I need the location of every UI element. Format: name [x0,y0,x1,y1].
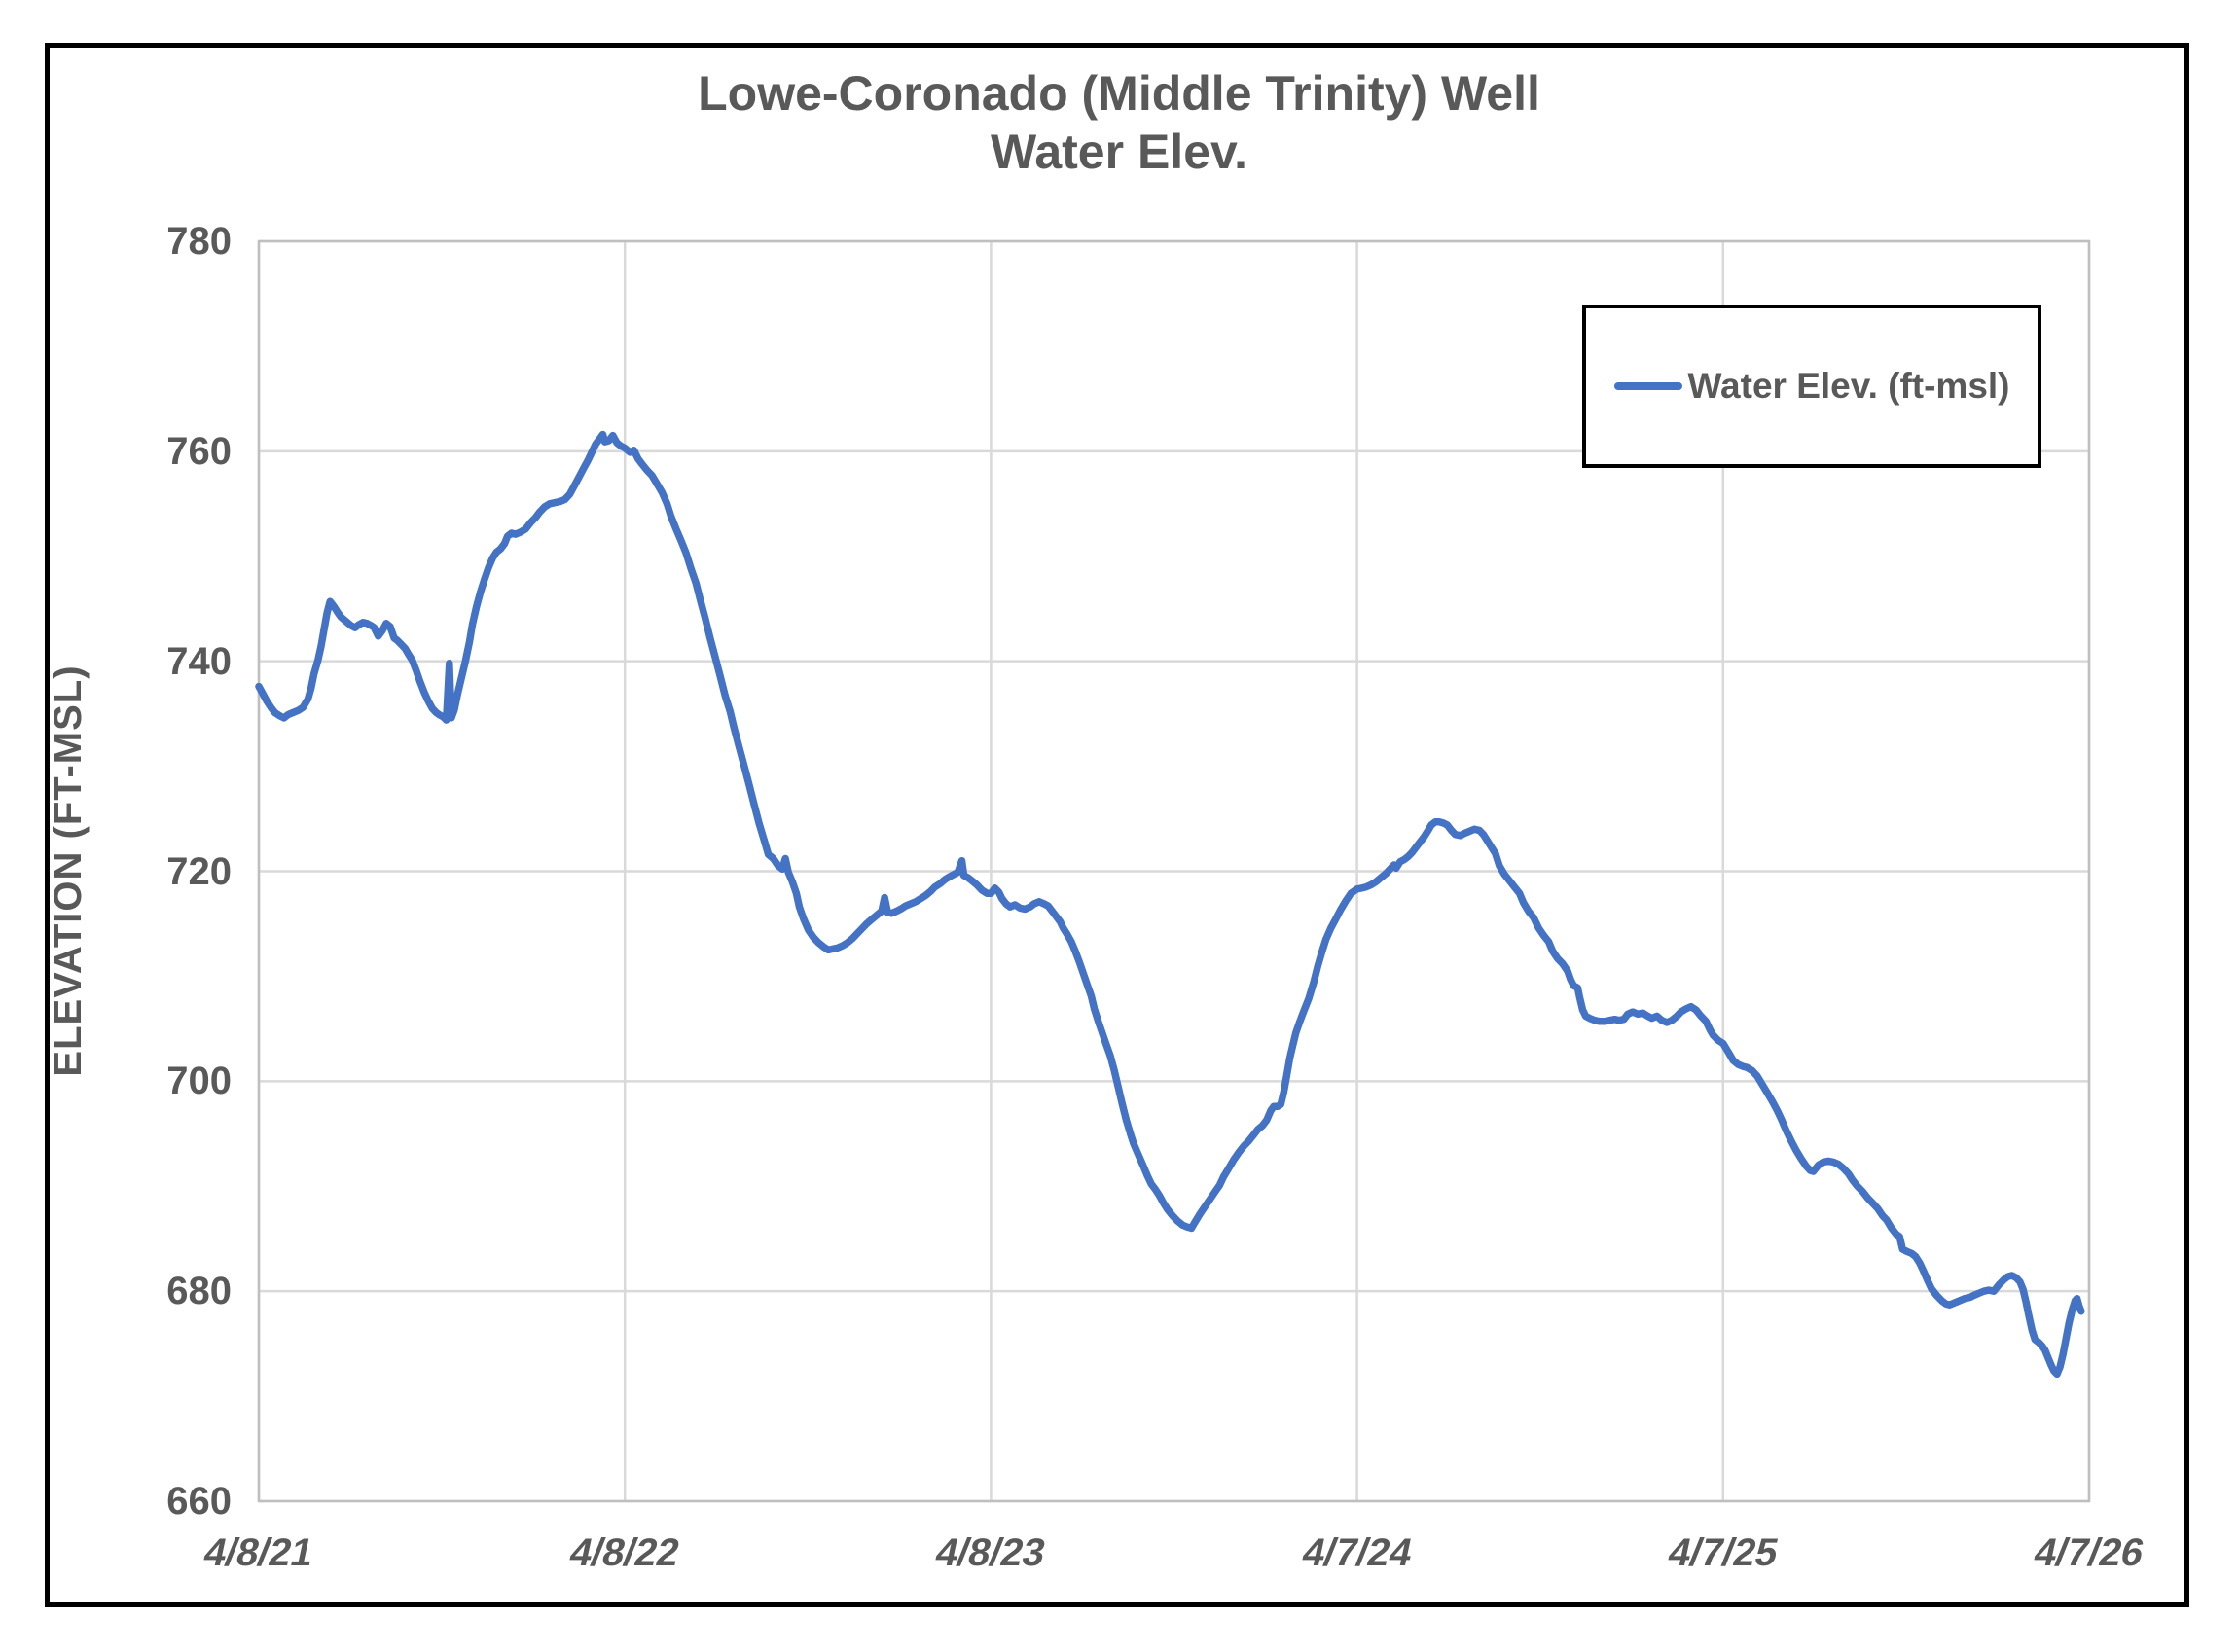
x-tick-label: 4/8/23 [932,1531,1050,1574]
x-tick-label: 4/8/22 [565,1531,684,1574]
chart-title-line1: Lowe-Coronado (Middle Trinity) Well [698,66,1540,121]
x-tick-label: 4/8/21 [199,1531,318,1574]
y-tick-label: 720 [166,849,232,893]
water-elevation-line [255,430,2085,1379]
y-tick-label: 780 [166,220,232,263]
y-tick-label: 680 [166,1270,232,1313]
x-tick-label: 4/7/26 [2030,1531,2148,1574]
chart-title-line2: Water Elev. [991,125,1247,179]
y-tick-label: 660 [166,1480,232,1523]
legend-line-swatch [1613,382,1682,390]
x-tick-label: 4/7/24 [1298,1531,1416,1574]
y-tick-label: 760 [166,429,232,473]
plot-border [257,239,2091,1503]
legend: Water Elev. (ft-msl) [1582,305,2041,468]
x-tick-label: 4/7/25 [1664,1531,1783,1574]
legend-label: Water Elev. (ft-msl) [1687,366,2010,406]
chart-title: Lowe-Coronado (Middle Trinity) Well Wate… [0,64,2238,181]
y-tick-label: 700 [166,1059,232,1103]
y-tick-label: 740 [166,639,232,683]
